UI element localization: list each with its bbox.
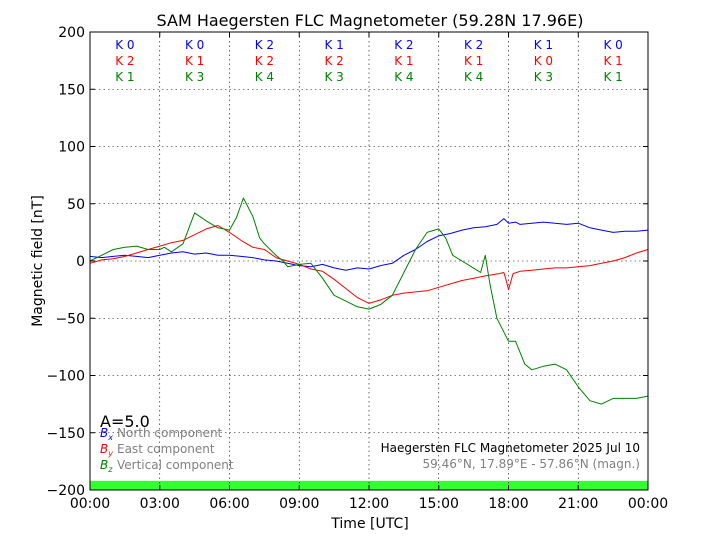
k-index-north: K 0	[115, 38, 134, 52]
k-index-vertical: K 1	[603, 70, 622, 84]
station-info: Haegersten FLC Magnetometer 2025 Jul 10	[381, 441, 640, 455]
legend-symbol-subscript: y	[107, 449, 113, 458]
k-index-vertical: K 3	[534, 70, 553, 84]
series-line-north	[89, 218, 649, 271]
station-coordinates: 59.46°N, 17.89°E - 57.86°N (magn.)	[423, 457, 640, 471]
chart-title: SAM Haegersten FLC Magnetometer (59.28N …	[157, 11, 584, 30]
k-index-north: K 2	[394, 38, 413, 52]
k-index-vertical: K 4	[464, 70, 483, 84]
k-index-north: K 0	[603, 38, 622, 52]
legend-label: East component	[117, 442, 215, 456]
x-tick-label: 00:00	[628, 496, 668, 512]
y-tick-label: −150	[47, 426, 85, 442]
k-index-north: K 1	[534, 38, 553, 52]
k-index-east: K 1	[394, 54, 413, 68]
k-index-east: K 2	[115, 54, 134, 68]
k-index-east: K 2	[255, 54, 274, 68]
k-index-vertical: K 4	[394, 70, 413, 84]
legend-label: Vertical component	[117, 458, 234, 472]
y-tick-label: −100	[47, 369, 85, 385]
legend-symbol-subscript: z	[107, 465, 113, 474]
series-line-east	[89, 225, 649, 304]
k-index-east: K 1	[603, 54, 622, 68]
y-tick-label: −50	[55, 311, 85, 327]
x-tick-label: 12:00	[349, 496, 389, 512]
x-tick-label: 21:00	[558, 496, 598, 512]
legend-symbol: By	[100, 442, 113, 458]
y-tick-label: 50	[67, 197, 85, 213]
k-index-vertical: K 3	[185, 70, 204, 84]
k-index-east: K 0	[534, 54, 553, 68]
x-tick-label: 03:00	[140, 496, 180, 512]
x-tick-label: 00:00	[70, 496, 110, 512]
x-tick-label: 18:00	[488, 496, 528, 512]
k-index-east: K 1	[185, 54, 204, 68]
k-index-north: K 2	[255, 38, 274, 52]
x-tick-label: 15:00	[419, 496, 459, 512]
k-index-vertical: K 4	[255, 70, 274, 84]
y-tick-label: 0	[76, 254, 85, 270]
k-index-east: K 1	[464, 54, 483, 68]
k-index-north: K 1	[324, 38, 343, 52]
y-tick-label: 150	[58, 82, 85, 98]
k-index-north: K 2	[464, 38, 483, 52]
y-tick-label: −200	[47, 483, 85, 499]
y-tick-label: 100	[58, 140, 85, 156]
k-index-north: K 0	[185, 38, 204, 52]
k-index-vertical: K 1	[115, 70, 134, 84]
k-index-vertical: K 3	[324, 70, 343, 84]
x-tick-label: 09:00	[279, 496, 319, 512]
series-line-vertical	[89, 197, 649, 405]
legend-symbol: Bz	[100, 458, 113, 474]
k-index-east: K 2	[324, 54, 343, 68]
x-tick-label: 06:00	[209, 496, 249, 512]
legend-label: North component	[117, 426, 223, 440]
legend-symbol-subscript: x	[107, 433, 113, 442]
y-tick-label: 200	[58, 25, 85, 41]
y-axis-label: Magnetic field [nT]	[30, 195, 46, 327]
x-axis-label: Time [UTC]	[330, 516, 408, 532]
a-index-label: A=5.0	[100, 412, 150, 431]
